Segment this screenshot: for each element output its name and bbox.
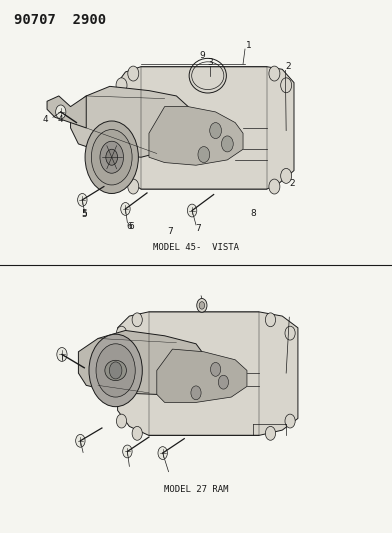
Circle shape [281,168,292,183]
Circle shape [198,147,210,163]
Circle shape [96,344,135,397]
Circle shape [116,414,127,428]
Polygon shape [47,96,86,128]
Circle shape [269,66,280,81]
Circle shape [85,121,138,193]
Text: 6: 6 [127,222,132,231]
Circle shape [221,136,233,152]
Circle shape [116,78,127,93]
Circle shape [57,348,67,361]
Circle shape [191,386,201,400]
Circle shape [199,302,205,309]
Circle shape [123,445,132,458]
Circle shape [210,123,221,139]
Text: 3: 3 [207,59,212,67]
Circle shape [281,78,292,93]
Text: 1: 1 [246,41,252,50]
Text: 5: 5 [82,210,87,219]
Text: 8: 8 [250,209,256,217]
Circle shape [116,326,127,340]
Circle shape [197,298,207,312]
Circle shape [265,313,276,327]
Circle shape [128,66,139,81]
Circle shape [132,313,142,327]
Circle shape [132,426,142,440]
Circle shape [128,179,139,194]
Circle shape [89,334,142,407]
Text: 6: 6 [129,222,134,231]
Polygon shape [71,86,188,157]
Circle shape [100,141,123,173]
Circle shape [121,203,130,215]
Text: 7: 7 [195,224,201,232]
Circle shape [218,375,229,389]
Polygon shape [118,67,294,189]
Text: 4: 4 [58,116,64,124]
Circle shape [106,149,118,165]
Circle shape [285,326,295,340]
Circle shape [56,105,66,119]
Text: 2: 2 [289,180,295,188]
Polygon shape [149,107,243,165]
Circle shape [76,434,85,447]
Circle shape [78,193,87,206]
Text: 5: 5 [82,209,87,217]
Polygon shape [118,312,298,435]
Circle shape [158,447,167,459]
Text: 7: 7 [168,228,173,236]
Circle shape [285,414,295,428]
Circle shape [109,362,122,379]
Text: 2: 2 [285,62,291,71]
Circle shape [91,130,132,185]
Circle shape [187,204,197,217]
Polygon shape [157,349,247,402]
Circle shape [265,426,276,440]
Text: 90707  2900: 90707 2900 [14,13,106,27]
Text: 9: 9 [199,52,205,60]
Ellipse shape [105,360,126,381]
Text: MODEL 27 RAM: MODEL 27 RAM [164,485,228,494]
Polygon shape [78,330,204,394]
Circle shape [116,168,127,183]
Text: MODEL 45-  VISTA: MODEL 45- VISTA [153,243,239,252]
Circle shape [269,179,280,194]
Circle shape [211,362,221,376]
Text: 4: 4 [42,116,48,124]
